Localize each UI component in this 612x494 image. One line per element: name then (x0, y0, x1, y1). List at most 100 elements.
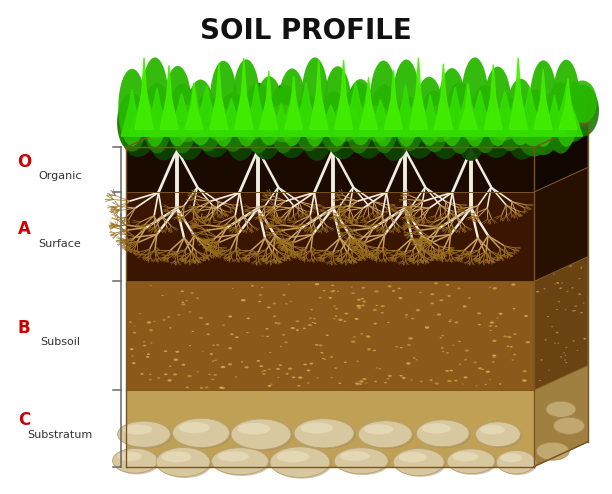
Ellipse shape (493, 287, 497, 289)
Polygon shape (166, 93, 197, 136)
Ellipse shape (337, 291, 339, 292)
Text: Substratum: Substratum (28, 430, 93, 440)
Ellipse shape (251, 285, 254, 287)
Polygon shape (316, 105, 346, 136)
Ellipse shape (356, 305, 361, 307)
Ellipse shape (583, 302, 584, 304)
Ellipse shape (318, 344, 323, 346)
Ellipse shape (511, 284, 515, 286)
Polygon shape (534, 257, 588, 390)
Ellipse shape (143, 83, 173, 154)
Ellipse shape (133, 326, 136, 327)
Ellipse shape (406, 362, 411, 365)
Ellipse shape (492, 340, 496, 342)
Ellipse shape (228, 347, 232, 349)
Ellipse shape (583, 338, 586, 340)
Ellipse shape (367, 348, 371, 350)
Ellipse shape (445, 370, 449, 372)
Ellipse shape (362, 378, 367, 380)
Ellipse shape (113, 449, 157, 473)
Ellipse shape (353, 336, 356, 338)
Text: Organic: Organic (39, 171, 82, 181)
Ellipse shape (333, 318, 336, 320)
Ellipse shape (355, 318, 359, 320)
Ellipse shape (209, 374, 211, 375)
Polygon shape (126, 123, 588, 147)
Ellipse shape (278, 364, 282, 366)
Ellipse shape (461, 57, 488, 147)
Ellipse shape (301, 57, 329, 147)
Ellipse shape (360, 298, 364, 299)
Text: A: A (18, 220, 31, 238)
Ellipse shape (334, 305, 336, 307)
Ellipse shape (477, 312, 481, 314)
Ellipse shape (118, 452, 142, 461)
Ellipse shape (182, 364, 185, 366)
Ellipse shape (259, 365, 263, 367)
Ellipse shape (368, 337, 370, 338)
Ellipse shape (131, 355, 134, 357)
Ellipse shape (363, 105, 392, 142)
Ellipse shape (174, 419, 231, 449)
Ellipse shape (205, 107, 234, 141)
Ellipse shape (404, 114, 435, 159)
Ellipse shape (231, 419, 291, 450)
Ellipse shape (236, 108, 266, 140)
Polygon shape (235, 58, 253, 129)
Ellipse shape (291, 327, 294, 329)
Ellipse shape (489, 325, 492, 327)
Ellipse shape (563, 352, 565, 354)
Ellipse shape (316, 377, 319, 378)
Ellipse shape (427, 104, 455, 142)
Polygon shape (217, 98, 246, 136)
Ellipse shape (255, 77, 283, 146)
Ellipse shape (167, 316, 170, 318)
Polygon shape (126, 147, 534, 192)
Ellipse shape (215, 360, 217, 361)
Ellipse shape (228, 316, 232, 318)
Ellipse shape (323, 290, 326, 291)
Ellipse shape (285, 303, 288, 305)
Ellipse shape (418, 421, 471, 448)
Ellipse shape (454, 380, 458, 381)
Ellipse shape (296, 329, 299, 331)
Polygon shape (465, 90, 495, 136)
Ellipse shape (283, 294, 285, 296)
Ellipse shape (476, 385, 477, 386)
Ellipse shape (133, 332, 136, 333)
Text: O: O (17, 153, 31, 170)
Ellipse shape (366, 335, 370, 337)
Ellipse shape (357, 299, 360, 301)
Ellipse shape (290, 301, 292, 302)
Ellipse shape (558, 82, 587, 128)
Ellipse shape (258, 301, 261, 302)
Polygon shape (126, 282, 534, 390)
Ellipse shape (321, 352, 324, 354)
Ellipse shape (450, 370, 453, 371)
Polygon shape (126, 390, 534, 466)
Ellipse shape (481, 116, 512, 158)
Ellipse shape (319, 91, 349, 152)
Ellipse shape (405, 317, 408, 318)
Ellipse shape (200, 117, 231, 158)
Ellipse shape (374, 381, 377, 382)
Polygon shape (356, 85, 381, 136)
Ellipse shape (547, 101, 580, 144)
Ellipse shape (400, 375, 403, 376)
Ellipse shape (297, 385, 300, 387)
Ellipse shape (398, 452, 427, 462)
Ellipse shape (490, 107, 518, 141)
Ellipse shape (272, 448, 332, 479)
Ellipse shape (461, 383, 464, 384)
Ellipse shape (169, 366, 171, 367)
Ellipse shape (580, 312, 583, 314)
Polygon shape (185, 83, 203, 129)
Ellipse shape (206, 323, 209, 325)
Ellipse shape (474, 362, 477, 363)
Polygon shape (126, 140, 534, 147)
Text: B: B (18, 319, 31, 336)
Ellipse shape (565, 309, 567, 310)
Ellipse shape (526, 341, 530, 343)
Ellipse shape (402, 377, 406, 379)
Polygon shape (428, 102, 458, 136)
